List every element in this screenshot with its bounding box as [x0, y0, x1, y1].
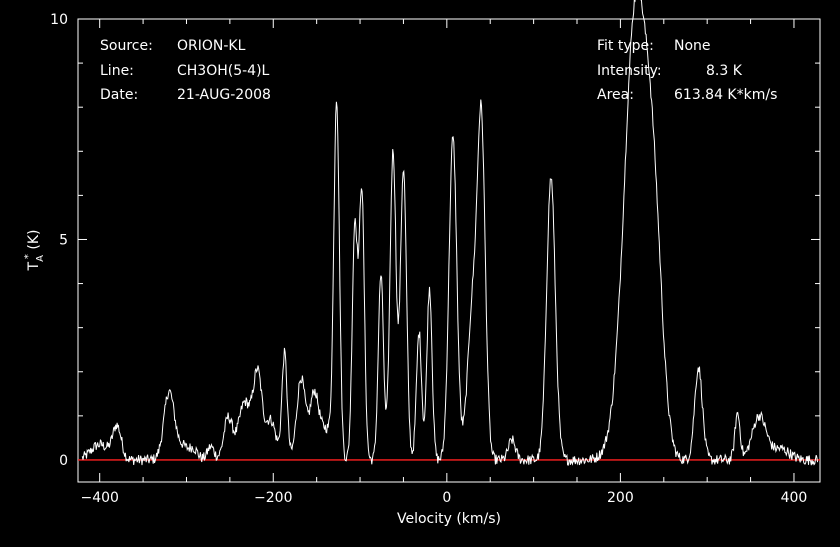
info-source-key: Source: [100, 38, 153, 54]
plot-frame [77, 18, 821, 483]
x-tick-label: 0 [442, 490, 451, 506]
info-date-key: Date: [100, 87, 138, 103]
x-tick-label: −200 [254, 490, 292, 506]
x-axis-ticks: −400 −200 0 200 400 [80, 19, 807, 506]
info-right: Fit type: None Intensity: 8.3 K Area: 61… [597, 38, 777, 103]
x-axis-label: Velocity (km/s) [397, 511, 501, 527]
spectrum-line [81, 0, 819, 466]
info-area-key: Area: [597, 87, 634, 103]
info-line-value: CH3OH(5-4)L [177, 63, 270, 79]
x-tick-label: 200 [607, 490, 634, 506]
y-axis-label: TA* (K) [23, 230, 46, 272]
info-intensity-key: Intensity: [597, 63, 662, 79]
info-fit-value: None [674, 38, 711, 54]
x-tick-label: 400 [781, 490, 808, 506]
info-fit-key: Fit type: [597, 38, 654, 54]
info-source-value: ORION-KL [177, 38, 246, 54]
y-tick-label: 10 [50, 12, 68, 28]
y-axis-ticks: 0 5 10 [50, 12, 820, 469]
y-tick-label: 0 [59, 453, 68, 469]
info-left: Source: ORION-KL Line: CH3OH(5-4)L Date:… [100, 38, 271, 103]
info-line-key: Line: [100, 63, 134, 79]
y-tick-label: 5 [59, 232, 68, 248]
info-intensity-value: 8.3 K [706, 63, 743, 79]
x-tick-label: −400 [80, 490, 118, 506]
info-date-value: 21-AUG-2008 [177, 87, 271, 103]
info-area-value: 613.84 K*km/s [674, 87, 777, 103]
